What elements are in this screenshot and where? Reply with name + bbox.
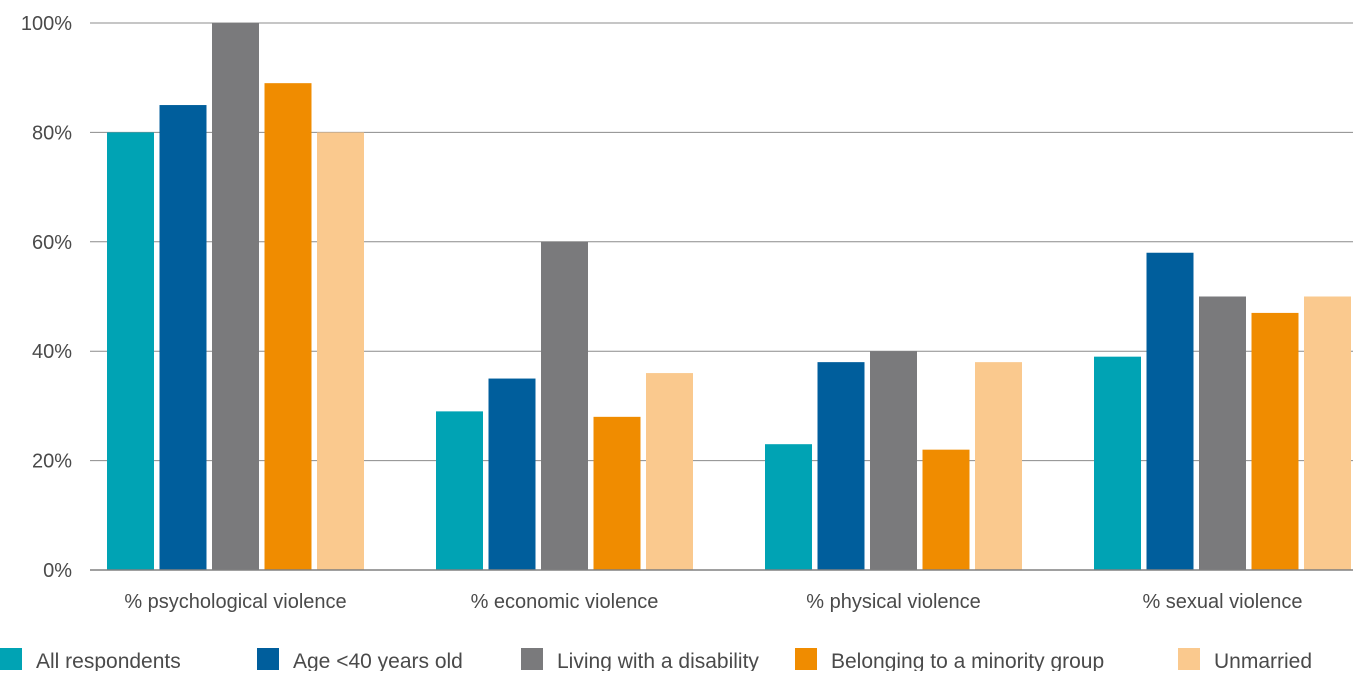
bar [593,416,641,570]
y-tick-label: 0% [43,560,72,582]
y-tick-label: 60% [32,232,72,254]
y-tick-label: 20% [32,451,72,473]
bar [646,373,693,570]
legend-label: Belonging to a minority group [831,650,1104,671]
y-tick-label: 40% [32,341,72,363]
bar [264,83,312,571]
bar [1251,312,1299,570]
bar [1304,296,1351,570]
bar [488,378,536,570]
bar [870,351,917,570]
legend-item: Age <40 years old [257,648,463,673]
x-category-label: % sexual violence [1142,591,1302,613]
bar [107,132,154,570]
bar [975,362,1022,570]
legend-item: Unmarried [1178,648,1312,673]
legend: All respondents Age <40 years old Living w… [0,648,1312,673]
y-tick-label: 80% [32,122,72,144]
bar [159,105,207,571]
x-category-label: % economic violence [471,591,659,613]
legend-swatch [0,648,22,670]
bar [317,132,364,570]
bar [765,444,812,570]
bar [1146,252,1194,571]
legend-label: Age <40 years old [293,650,463,671]
bars [107,23,1351,571]
bar [436,411,483,570]
legend-swatch [521,648,543,670]
x-axis-category-labels: % psychological violence % economic viole… [124,591,1302,613]
legend-label: Living with a disability [557,650,759,671]
x-category-label: % physical violence [806,591,981,613]
bar [817,362,865,570]
bar [1094,356,1141,570]
legend-item: Living with a disability [521,648,759,673]
bar [212,23,259,570]
legend-item: All respondents [0,648,181,673]
legend-label: All respondents [36,650,181,671]
bar [541,241,588,571]
bar [922,449,970,570]
bar [1199,296,1246,570]
legend-item: Belonging to a minority group [795,648,1104,673]
legend-label: Unmarried [1214,650,1312,671]
y-tick-label: 100% [21,13,72,35]
legend-swatch [257,648,279,670]
legend-swatch [795,648,817,670]
y-axis-tick-labels: 0% 20% 40% 60% 80% 100% [21,13,72,582]
legend-swatch [1178,648,1200,670]
x-category-label: % psychological violence [124,591,346,613]
